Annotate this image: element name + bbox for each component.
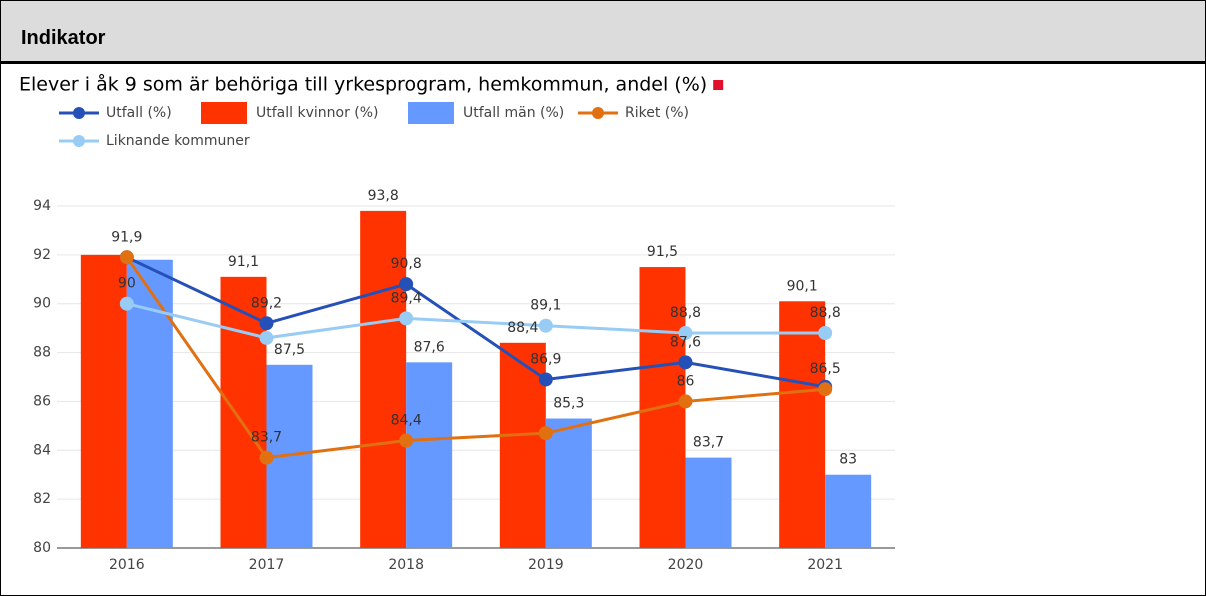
- value-label: 87,6: [670, 334, 701, 350]
- bar: [499, 342, 546, 548]
- bar: [825, 474, 872, 548]
- legend-label: Utfall (%): [106, 105, 172, 121]
- legend-marker: [592, 107, 604, 119]
- value-label: 83: [839, 452, 857, 468]
- series-line: [125, 256, 826, 460]
- point: [399, 311, 414, 326]
- value-label: 86,9: [530, 351, 561, 367]
- point: [538, 372, 553, 387]
- point: [818, 326, 833, 341]
- header: Indikator: [1, 1, 1205, 64]
- value-label: 90,1: [787, 278, 818, 294]
- value-label: 88,8: [670, 305, 701, 321]
- x-tick-label: 2019: [528, 557, 564, 573]
- x-tick-label: 2021: [807, 557, 843, 573]
- value-label: 90,8: [391, 256, 422, 272]
- point: [818, 382, 833, 397]
- legend-marker: [73, 135, 85, 147]
- series-line: [126, 302, 826, 340]
- header-title: Indikator: [21, 27, 106, 49]
- x-tick-label: 2017: [249, 557, 285, 573]
- y-tick-label: 92: [33, 247, 51, 263]
- point: [678, 355, 693, 370]
- point: [399, 433, 414, 448]
- y-tick-label: 84: [33, 442, 51, 458]
- value-label: 86,5: [810, 361, 841, 377]
- legend-label: Utfall kvinnor (%): [256, 105, 379, 121]
- bar: [685, 457, 732, 548]
- bar: [220, 276, 267, 548]
- point: [678, 394, 693, 409]
- point: [538, 318, 553, 333]
- point: [259, 316, 274, 331]
- value-label: 84,4: [391, 413, 422, 429]
- point: [119, 296, 134, 311]
- bar: [406, 362, 453, 548]
- value-label: 87,6: [414, 339, 445, 355]
- legend-swatch: [201, 102, 247, 124]
- value-label: 89,2: [251, 295, 282, 311]
- bar: [779, 301, 826, 548]
- legend-swatch: [408, 102, 454, 124]
- bar: [126, 259, 173, 548]
- y-tick-label: 80: [33, 540, 51, 556]
- series-line: [126, 255, 826, 389]
- point: [259, 330, 274, 345]
- x-tick-label: 2016: [109, 557, 145, 573]
- value-label: 83,7: [251, 430, 282, 446]
- x-tick-label: 2018: [388, 557, 424, 573]
- point: [538, 426, 553, 441]
- y-tick-label: 90: [33, 296, 51, 312]
- value-label: 93,8: [368, 188, 399, 204]
- value-label: 91,9: [111, 229, 142, 245]
- value-label: 89,4: [391, 290, 422, 306]
- point: [399, 277, 414, 292]
- value-label: 83,7: [693, 435, 724, 451]
- bar: [545, 418, 592, 548]
- value-label: 91,5: [647, 244, 678, 260]
- value-label: 88,8: [810, 305, 841, 321]
- value-label: 88,4: [507, 320, 538, 336]
- bar: [360, 210, 407, 548]
- chart: Elever i åk 9 som är behöriga till yrkes…: [19, 73, 895, 573]
- y-tick-label: 86: [33, 393, 51, 409]
- point: [119, 250, 134, 265]
- y-tick-label: 88: [33, 345, 51, 361]
- bar: [80, 254, 127, 548]
- chart-title: Elever i åk 9 som är behöriga till yrkes…: [19, 73, 707, 96]
- value-label: 85,3: [553, 396, 584, 412]
- value-label: 87,5: [274, 342, 305, 358]
- legend-marker: [73, 107, 85, 119]
- legend-label: Riket (%): [625, 105, 689, 121]
- icon[interactable]: [713, 80, 724, 90]
- value-label: 86: [677, 373, 695, 389]
- x-tick-label: 2020: [668, 557, 704, 573]
- legend-label: Liknande kommuner: [106, 133, 250, 149]
- y-tick-label: 82: [33, 491, 51, 507]
- value-label: 89,1: [530, 298, 561, 314]
- point: [259, 450, 274, 465]
- value-label: 90: [118, 276, 136, 292]
- value-label: 91,1: [228, 254, 259, 270]
- point: [678, 326, 693, 341]
- legend-label: Utfall män (%): [463, 105, 564, 121]
- y-tick-label: 94: [33, 198, 51, 214]
